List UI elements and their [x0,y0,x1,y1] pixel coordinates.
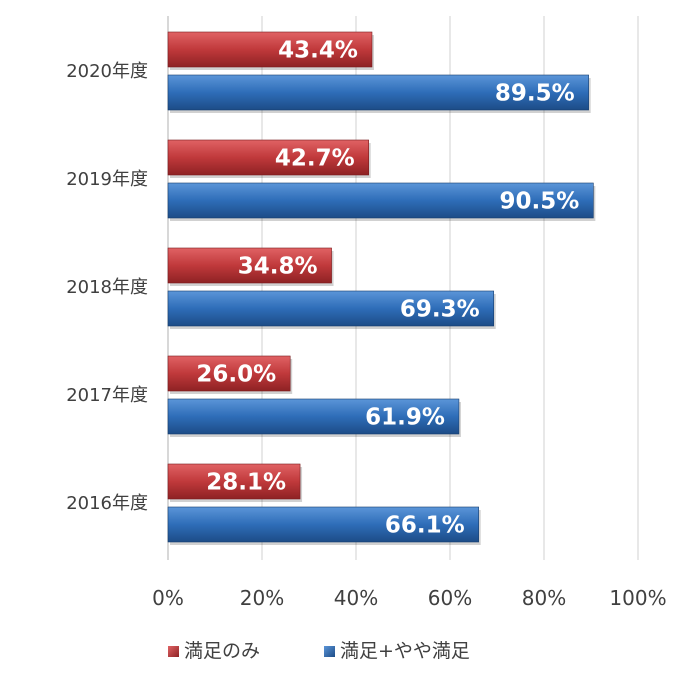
data-label: 42.7% [275,146,355,172]
bar [167,74,589,111]
bar [167,398,460,435]
category-label: 2016年度 [66,493,148,514]
x-tick-label: 80% [522,586,566,610]
data-label: 89.5% [495,81,575,107]
bar [167,182,594,219]
category-label: 2020年度 [66,61,148,82]
bars [167,31,596,545]
data-label: 26.0% [196,362,276,388]
legend-swatch [168,646,179,657]
x-tick-label: 20% [240,586,284,610]
x-tick-label: 0% [152,586,184,610]
x-tick-label: 40% [334,586,378,610]
bar [167,31,373,68]
bar [167,463,301,500]
data-label: 61.9% [365,405,445,431]
data-label: 66.1% [385,513,465,539]
x-tick-label: 100% [609,586,666,610]
legend-label: 満足+やや満足 [340,640,470,662]
category-label: 2017年度 [66,385,148,406]
category-label: 2018年度 [66,277,148,298]
data-label: 43.4% [278,38,358,64]
legend-label: 満足のみ [184,640,260,662]
legend-swatch [324,646,335,657]
bar [167,139,369,176]
labels: 0% 20% 40% 60% 80% 100% 43.4% 89.5% 2020年度 42.7% 9… [66,38,666,611]
bar [167,355,291,392]
data-label: 69.3% [400,297,480,323]
legend: 満足のみ 満足+やや満足 [168,640,470,662]
data-label: 34.8% [238,254,318,280]
data-label: 90.5% [500,189,580,215]
bar [167,506,479,543]
bar [167,290,495,327]
data-label: 28.1% [206,470,286,496]
bar [167,247,332,284]
x-tick-label: 60% [428,586,472,610]
category-label: 2019年度 [66,169,148,190]
